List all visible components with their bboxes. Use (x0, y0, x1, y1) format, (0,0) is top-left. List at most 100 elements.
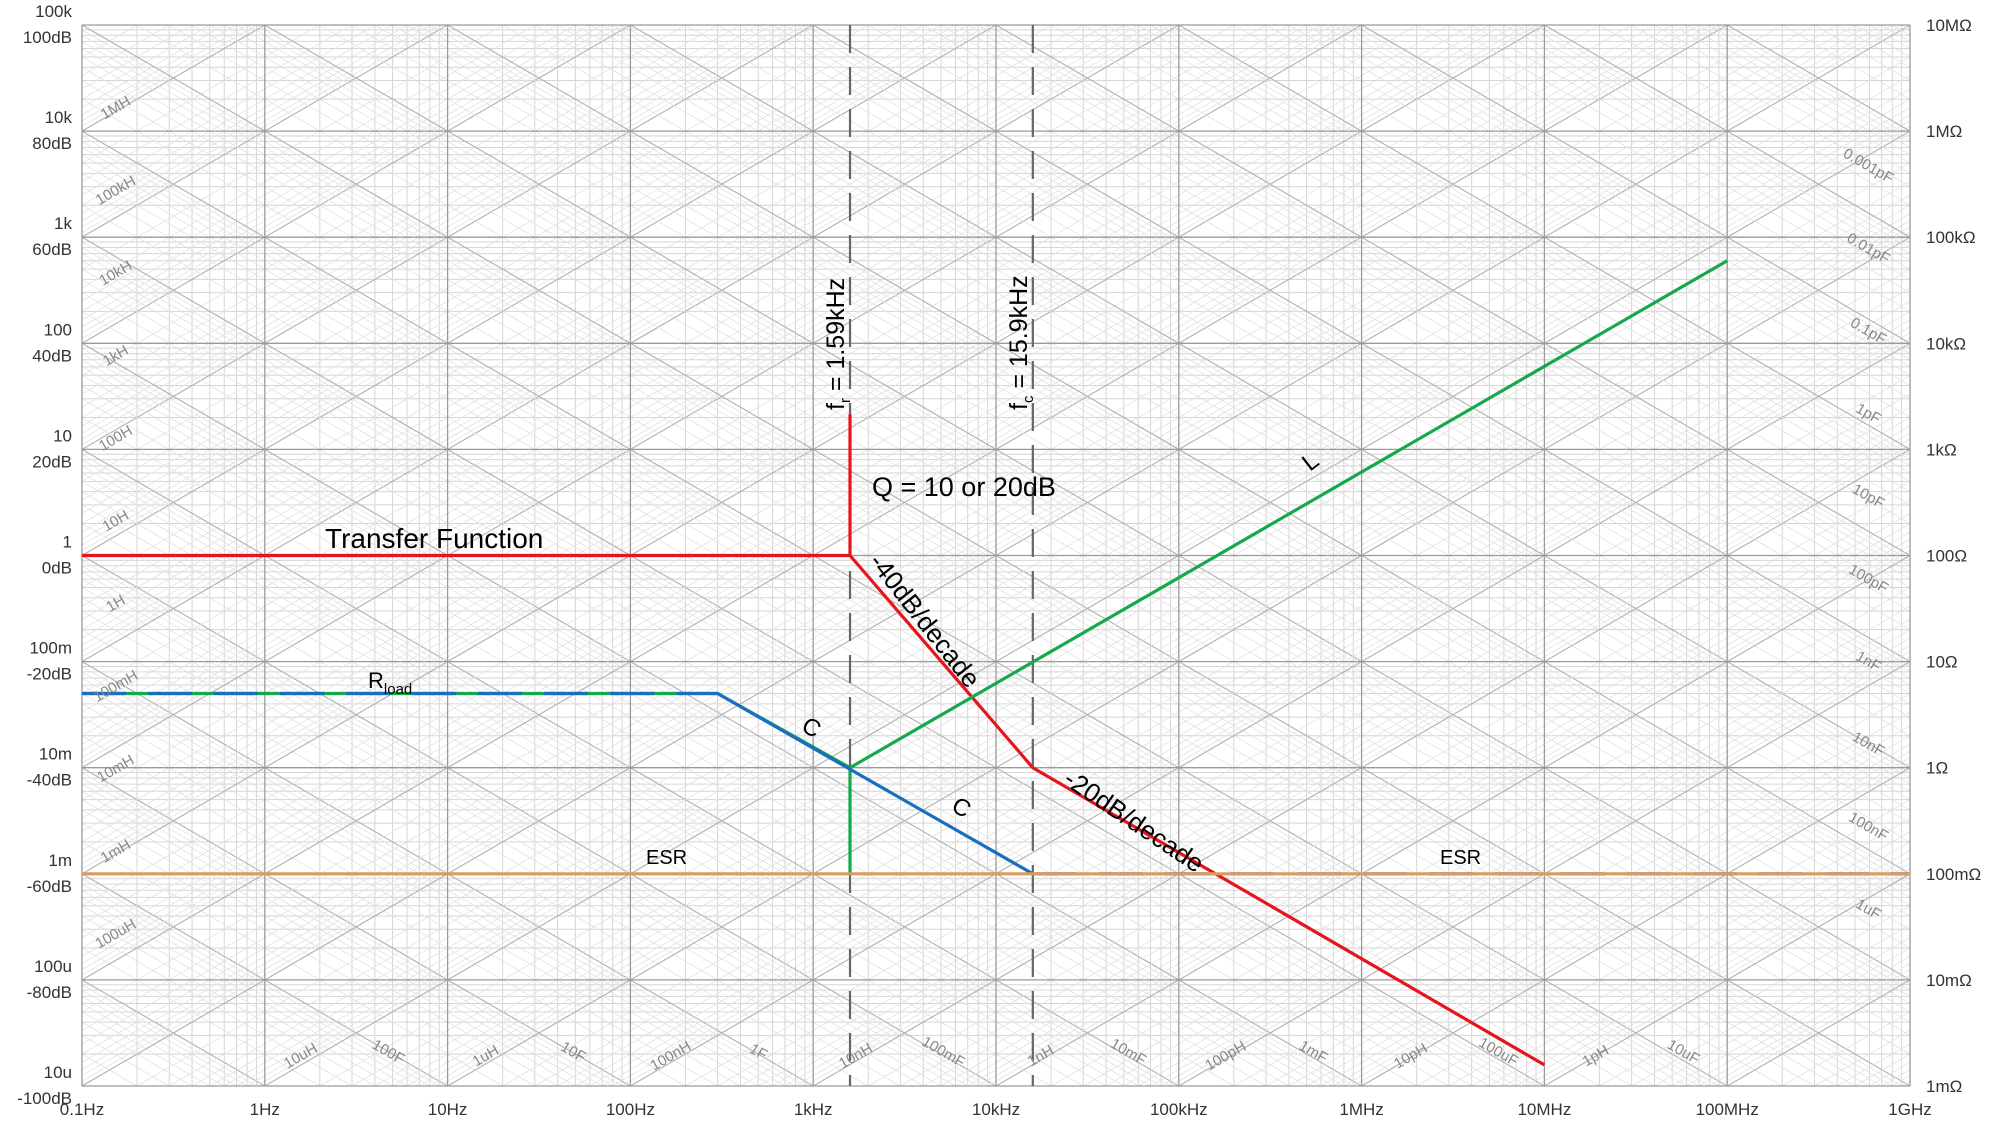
minor-diag-line (82, 878, 440, 1086)
minor-diag-line (1535, 25, 1910, 243)
minor-diag-line (1233, 25, 1910, 418)
minor-diag-line (82, 25, 393, 206)
minor-diag-line (82, 25, 503, 270)
minor-diag-line (82, 610, 901, 1086)
minor-diag-line (82, 905, 393, 1086)
minor-diag-line (82, 25, 623, 339)
minor-diag-line (82, 25, 536, 289)
minor-diag-line (1105, 618, 1910, 1086)
minor-diag-line (82, 25, 773, 427)
minor-diag-line (1150, 25, 1910, 467)
minor-diag-line (1353, 25, 1910, 349)
y-tick-db: -60dB (27, 877, 72, 896)
minor-diag-line (82, 841, 503, 1086)
capacitor-label: C (947, 792, 976, 824)
inductance-label: 100nH (647, 1038, 694, 1075)
minor-diag-line (82, 703, 741, 1086)
inductance-grid-line (82, 25, 997, 557)
minor-diag-line (1050, 25, 1910, 525)
y-tick-impedance: 10mΩ (1926, 971, 1972, 990)
minor-diag-line (82, 25, 924, 514)
minor-diag-line (0, 25, 64, 1086)
y-tick-magnitude: 10u (44, 1063, 72, 1082)
minor-diag-line (0, 25, 27, 1086)
inductance-label: 1kH (100, 342, 132, 370)
minor-diag-line (82, 671, 796, 1086)
y-tick-db: 100dB (23, 28, 72, 47)
minor-diag-line (1515, 25, 1910, 255)
minor-diag-line (82, 559, 988, 1086)
minor-diag-line (82, 25, 408, 215)
minor-diag-line (1306, 735, 1910, 1086)
rload-label: Rload (368, 668, 412, 698)
minor-diag-line (82, 25, 613, 334)
q-label: Q = 10 or 20dB (872, 472, 1056, 502)
inductance-label: 100pH (1202, 1038, 1249, 1075)
y-tick-db: -40dB (27, 771, 72, 790)
minor-diag-line (82, 783, 603, 1086)
y-tick-impedance: 100kΩ (1926, 228, 1976, 247)
y-tick-magnitude: 100m (29, 639, 72, 658)
minor-diag-line (0, 25, 41, 1086)
minor-diag-line (1353, 762, 1910, 1086)
capacitance-label: 10F (558, 1038, 589, 1066)
minor-diag-line (82, 684, 773, 1086)
y-tick-impedance: 1mΩ (1926, 1077, 1962, 1096)
minor-diag-line (82, 25, 869, 482)
capacitance-label: 1nF (1853, 648, 1884, 676)
capacitance-label: 10mF (1107, 1035, 1149, 1069)
minor-diag-line (82, 25, 901, 501)
capacitance-grid-line (1361, 25, 1910, 344)
y-tick-impedance: 100Ω (1926, 547, 1967, 566)
minor-diag-line (1448, 25, 1910, 294)
series-transfer-function (82, 413, 1546, 1067)
minor-diag-line (82, 716, 718, 1086)
inductance-label: 1mH (98, 836, 134, 867)
minor-diag-line (82, 25, 806, 446)
esr-label: ESR (646, 847, 687, 869)
y-tick-impedance: 1kΩ (1926, 440, 1957, 459)
y-tick-magnitude: 10k (45, 108, 73, 127)
minor-diag-line (1503, 849, 1910, 1086)
minor-diag-line (1233, 693, 1910, 1086)
minor-diag-line (1320, 25, 1910, 368)
y-tick-impedance: 10MΩ (1926, 16, 1972, 35)
x-tick-label: 100Hz (606, 1100, 655, 1119)
minor-diag-line (82, 25, 431, 228)
minor-diag-line (1123, 629, 1910, 1086)
minor-diag-line (1333, 25, 1910, 361)
minor-diag-line (82, 822, 536, 1086)
esr-label: ESR (1440, 847, 1481, 869)
minor-diag-line (1416, 25, 1910, 312)
y-tick-impedance: 1MΩ (1926, 122, 1962, 141)
y-tick-db: 20dB (32, 452, 72, 471)
minor-diag-line (1965, 25, 1999, 1086)
minor-diag-line (1288, 725, 1910, 1086)
minor-diag-line (1489, 25, 1910, 270)
minor-diag-line (1160, 650, 1910, 1086)
inductance-label: 1uH (470, 1042, 502, 1070)
minor-diag-line (82, 571, 968, 1086)
capacitance-grid-line (1178, 25, 1910, 451)
capacitance-grid-line (82, 660, 814, 1086)
x-tick-label: 100MHz (1696, 1100, 1759, 1119)
slope-20-label: -20dB/decade (1059, 763, 1210, 878)
tick-labels: 0.1Hz 1Hz 10Hz 100Hz 1kHz 10kHz 100kHz 1MHz 10MH… (17, 2, 1981, 1119)
y-tick-db: 40dB (32, 346, 72, 365)
minor-diag-line (82, 25, 603, 328)
frequency-marker-label: fr = 1.59kHz (822, 278, 854, 410)
minor-diag-line (82, 677, 786, 1086)
y-tick-db: 0dB (42, 559, 72, 578)
minor-diag-line (82, 565, 979, 1086)
inductance-label: 100uH (92, 916, 139, 953)
y-tick-magnitude: 100u (34, 957, 72, 976)
minor-diag-line (82, 735, 686, 1086)
y-tick-db: 80dB (32, 134, 72, 153)
minor-diag-line (1503, 25, 1910, 262)
x-tick-label: 1GHz (1888, 1100, 1931, 1119)
y-tick-magnitude: 100 (44, 320, 72, 339)
minor-diag-line (1343, 756, 1910, 1086)
minor-diag-line (82, 25, 718, 395)
minor-diag-line (0, 25, 41, 1086)
minor-diag-line (0, 25, 54, 1086)
